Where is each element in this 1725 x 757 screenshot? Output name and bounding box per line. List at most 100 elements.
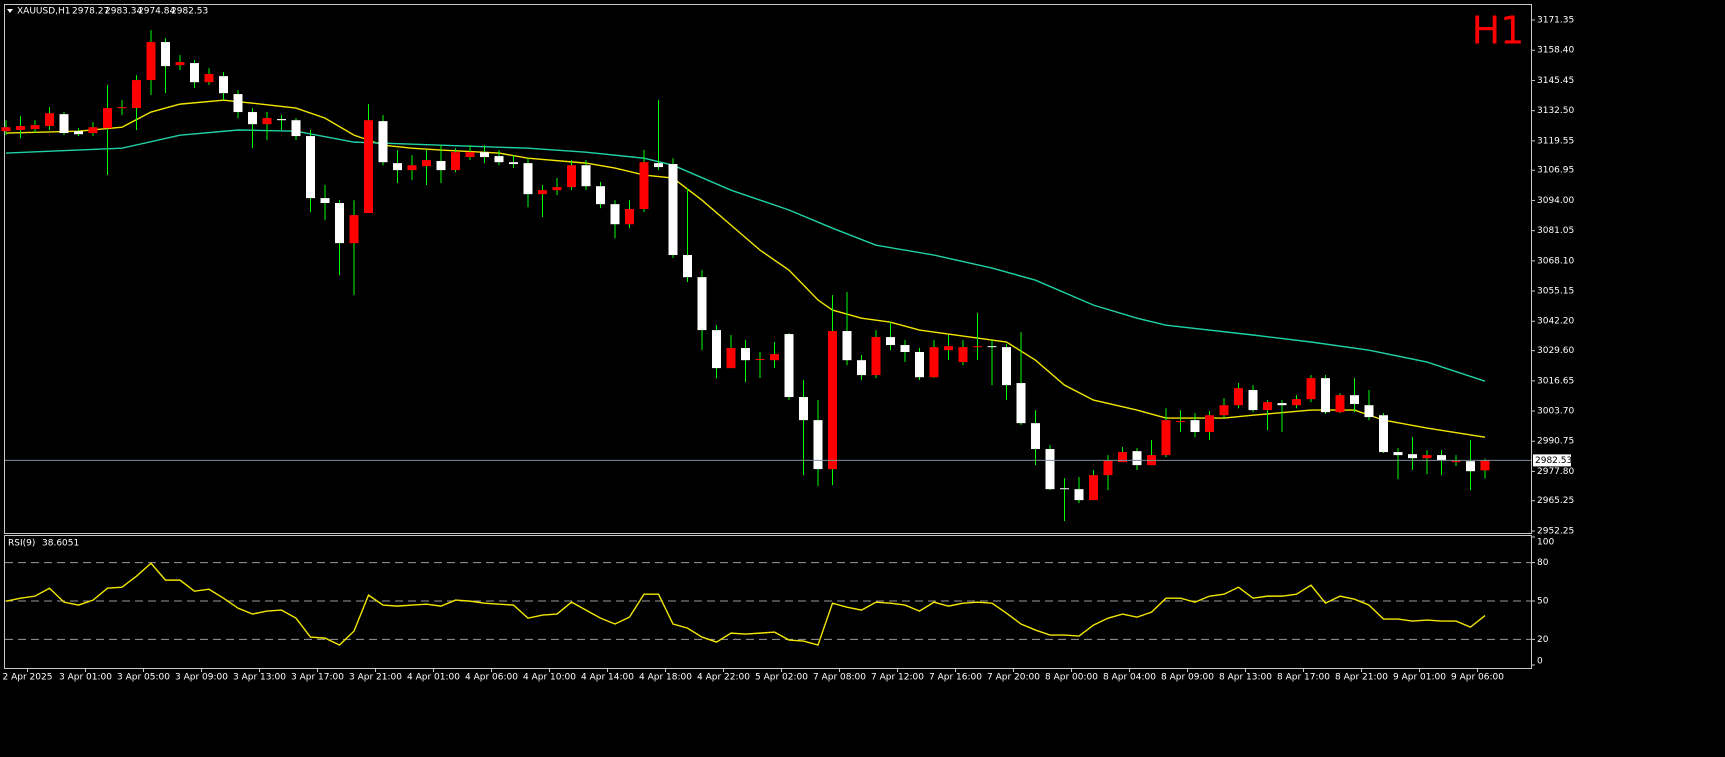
- rsi-line: [5, 562, 1486, 646]
- candle-body: [277, 119, 286, 121]
- rsi-current-value: 38.6051: [42, 539, 79, 549]
- candle-body: [1263, 402, 1272, 411]
- rsi-tick-label: 100: [1537, 538, 1554, 548]
- candle-body: [1161, 420, 1171, 456]
- candle-body: [697, 277, 707, 331]
- rsi-tick-label: 80: [1537, 558, 1549, 568]
- y-tick-label: 2965.25: [1537, 496, 1574, 506]
- x-tick-label: 3 Apr 09:00: [175, 673, 228, 683]
- rsi-tick-label: 0: [1537, 657, 1543, 667]
- moving-average-line: [5, 99, 1486, 438]
- x-tick-label: 7 Apr 08:00: [813, 673, 866, 683]
- y-tick-label: 3132.50: [1537, 106, 1574, 116]
- x-tick-label: 4 Apr 10:00: [523, 673, 576, 683]
- y-tick-label: 3106.95: [1537, 166, 1574, 176]
- candle-body: [973, 346, 982, 348]
- y-tick-label: 2952.25: [1537, 527, 1574, 537]
- main-panel-frame: [4, 4, 1532, 534]
- x-tick-label: 8 Apr 00:00: [1045, 673, 1098, 683]
- candle-body: [1277, 403, 1287, 406]
- candle-body: [59, 114, 69, 134]
- candle-body: [1437, 455, 1446, 461]
- candle-body: [944, 346, 953, 351]
- x-tick-label: 4 Apr 14:00: [581, 673, 634, 683]
- candle-body: [262, 118, 272, 125]
- candle-body: [987, 346, 997, 348]
- y-tick-label: 2977.80: [1537, 467, 1574, 477]
- x-tick-label: 4 Apr 01:00: [407, 673, 460, 683]
- candle-body: [1176, 421, 1185, 423]
- candle-body: [1234, 388, 1243, 406]
- candle-body: [770, 354, 779, 361]
- candle-body: [886, 337, 895, 346]
- candle-body: [654, 163, 663, 168]
- candle-body: [1205, 415, 1214, 433]
- candle-body: [1103, 460, 1113, 476]
- bid-label-box: [1533, 454, 1571, 467]
- x-tick-label: 3 Apr 21:00: [349, 673, 402, 683]
- candle-body: [30, 125, 40, 130]
- header-high: 2983.34: [105, 7, 142, 17]
- candle-body: [755, 359, 765, 361]
- candle-body: [146, 42, 156, 81]
- candle-body: [1190, 420, 1200, 433]
- candle-body: [1031, 423, 1040, 450]
- candle-body: [248, 112, 257, 125]
- candle-body: [16, 126, 25, 131]
- candle-body: [799, 397, 808, 421]
- candle-body: [335, 203, 344, 244]
- candle-body: [1321, 378, 1330, 413]
- candle-body: [813, 420, 823, 470]
- candle-body: [900, 345, 910, 353]
- candle-body: [1466, 461, 1475, 472]
- candle-body: [291, 120, 301, 137]
- candle-body: [581, 165, 591, 187]
- candle-body: [1422, 455, 1432, 459]
- candle-body: [407, 165, 417, 171]
- candle-body: [958, 347, 968, 363]
- candle-body: [726, 348, 736, 369]
- candle-body: [1002, 347, 1011, 386]
- bid-label: 2982.53: [1535, 456, 1572, 466]
- y-tick-label: 3042.20: [1537, 317, 1574, 327]
- candle-body: [625, 209, 634, 225]
- overlay-layer: [5, 99, 1486, 438]
- candle-body: [175, 62, 185, 66]
- moving-average-line: [5, 129, 1486, 382]
- candle-body: [596, 186, 605, 205]
- candle-body: [639, 162, 649, 210]
- header-low: 2974.84: [138, 7, 175, 17]
- candle-body: [828, 331, 837, 470]
- timeframe-label: H1: [1472, 9, 1525, 53]
- candle-body: [306, 136, 315, 199]
- x-tick-label: 9 Apr 06:00: [1451, 673, 1504, 683]
- candle-body: [233, 94, 243, 113]
- candle-body: [523, 163, 533, 195]
- rsi-panel-frame: [4, 535, 1532, 669]
- candle-body: [1248, 390, 1258, 411]
- candle-body: [741, 348, 750, 361]
- x-tick-label: 4 Apr 06:00: [465, 673, 518, 683]
- candle-body: [161, 42, 170, 67]
- candle-body: [1074, 489, 1084, 501]
- candle-body: [915, 352, 924, 378]
- candle-body: [784, 334, 794, 398]
- x-tick-label: 3 Apr 13:00: [233, 673, 286, 683]
- x-tick-label: 7 Apr 20:00: [987, 673, 1040, 683]
- candle-body: [683, 255, 692, 278]
- y-tick-label: 3016.65: [1537, 376, 1574, 386]
- candle-body: [538, 190, 547, 195]
- x-tick-label: 8 Apr 13:00: [1219, 673, 1272, 683]
- candle-body: [1364, 405, 1374, 418]
- menu-triangle[interactable]: [7, 9, 13, 13]
- y-tick-label: 3171.35: [1537, 16, 1574, 26]
- candle-body: [1118, 452, 1127, 463]
- rsi-tick-label: 50: [1537, 597, 1549, 607]
- candle-body: [712, 330, 721, 369]
- candle-body: [436, 161, 446, 171]
- candle-body: [1060, 488, 1069, 490]
- x-tick-label: 9 Apr 01:00: [1393, 673, 1446, 683]
- candle-body: [668, 164, 678, 256]
- candle-body: [465, 152, 475, 158]
